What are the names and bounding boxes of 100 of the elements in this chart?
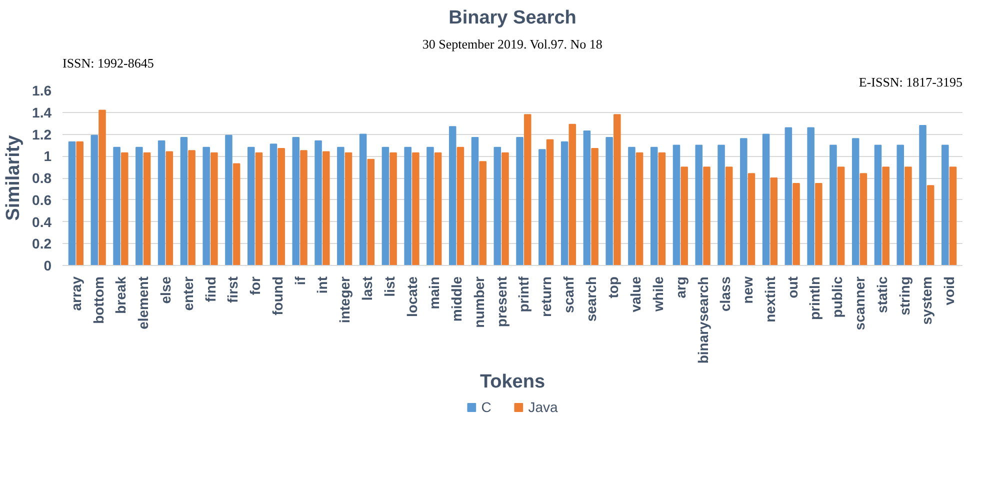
x-tick-label: present	[493, 276, 510, 328]
bar	[322, 151, 330, 266]
bar	[606, 137, 613, 266]
x-tick-label: search	[582, 276, 599, 322]
bar	[860, 173, 868, 266]
bar	[896, 144, 904, 266]
y-tick-label: 0.6	[32, 192, 52, 208]
x-tick-label: middle	[448, 276, 465, 322]
bar	[404, 146, 412, 266]
x-tick-label: break	[112, 276, 129, 314]
x-tick-label: locate	[404, 276, 420, 317]
bar	[636, 152, 644, 266]
bar	[158, 140, 166, 266]
bar	[359, 134, 367, 266]
y-tick-label: 0	[44, 258, 52, 274]
bar	[628, 146, 636, 266]
y-tick-label: 1.2	[32, 126, 52, 142]
x-tick-label: if	[292, 276, 308, 286]
bar	[113, 146, 120, 266]
bar	[479, 161, 486, 266]
legend-label: C	[481, 399, 492, 415]
bar	[188, 150, 196, 266]
bar	[538, 149, 546, 266]
x-tick-label: bottom	[90, 276, 106, 324]
y-tick-label: 0.4	[32, 214, 52, 230]
bar	[762, 134, 770, 266]
bar	[390, 152, 397, 266]
x-tick-label: number	[470, 276, 487, 328]
bar	[76, 141, 84, 266]
x-axis-title: Tokens	[480, 372, 546, 393]
bar	[247, 146, 255, 266]
bar	[740, 138, 748, 266]
bar	[568, 124, 576, 266]
x-tick-label: arg	[672, 276, 688, 298]
bar	[672, 144, 680, 266]
bar	[614, 114, 621, 266]
bar	[292, 137, 300, 266]
bar	[337, 146, 344, 266]
legend-label: Java	[528, 399, 558, 415]
bar	[874, 144, 882, 266]
bar	[837, 166, 845, 266]
x-tick-label: scanner	[852, 276, 868, 330]
x-tick-label: int	[314, 276, 330, 294]
y-tick-label: 1	[44, 148, 52, 164]
bar	[748, 173, 756, 266]
bar	[524, 114, 532, 266]
bar	[136, 146, 143, 266]
bar	[412, 152, 420, 266]
bar	[344, 152, 352, 266]
x-tick-label: while	[650, 276, 666, 313]
y-tick-label: 1.6	[32, 82, 52, 98]
bar	[770, 178, 778, 266]
x-tick-label: else	[157, 276, 174, 304]
bar	[278, 148, 285, 266]
y-tick-label: 1.4	[32, 104, 52, 120]
bar	[426, 146, 434, 266]
bar	[502, 152, 509, 266]
y-tick-label: 0.2	[32, 236, 52, 252]
x-tick-label: string	[896, 276, 912, 316]
x-tick-label: array	[68, 276, 84, 311]
x-tick-label: for	[247, 276, 264, 296]
bar	[300, 150, 308, 266]
bar	[583, 130, 591, 266]
bar	[725, 166, 733, 266]
x-tick-label: void	[941, 276, 958, 306]
bar	[852, 138, 860, 266]
bar	[202, 146, 210, 266]
bar	[942, 144, 949, 266]
bar	[180, 137, 188, 266]
x-tick-label: enter	[180, 276, 196, 311]
chart-title: Binary Search	[448, 8, 576, 28]
x-tick-label: return	[538, 276, 554, 317]
bar	[456, 146, 464, 266]
x-tick-label: println	[806, 276, 823, 320]
x-tick-label: value	[628, 276, 644, 312]
bar	[949, 166, 957, 266]
x-tick-label: last	[358, 276, 375, 301]
bar	[926, 185, 934, 266]
x-tick-label: class	[717, 276, 734, 312]
x-tick-label: scanf	[560, 276, 576, 314]
x-tick-label: out	[784, 276, 800, 298]
x-tick-label: binarysearch	[694, 276, 711, 364]
x-tick-label: integer	[336, 276, 353, 324]
bar	[120, 152, 128, 266]
bar	[143, 152, 151, 266]
bar	[225, 134, 232, 266]
x-tick-label: element	[135, 276, 152, 330]
x-tick-label: static	[874, 276, 890, 314]
bar	[98, 110, 106, 266]
bar	[904, 166, 912, 266]
x-tick-label: system	[918, 276, 935, 325]
bar	[494, 146, 502, 266]
bar	[718, 144, 725, 266]
bar	[68, 141, 76, 266]
bar	[434, 152, 442, 266]
bar	[90, 134, 98, 266]
bar	[448, 126, 456, 266]
bar	[830, 144, 837, 266]
bar	[695, 144, 703, 266]
bar	[255, 152, 263, 266]
